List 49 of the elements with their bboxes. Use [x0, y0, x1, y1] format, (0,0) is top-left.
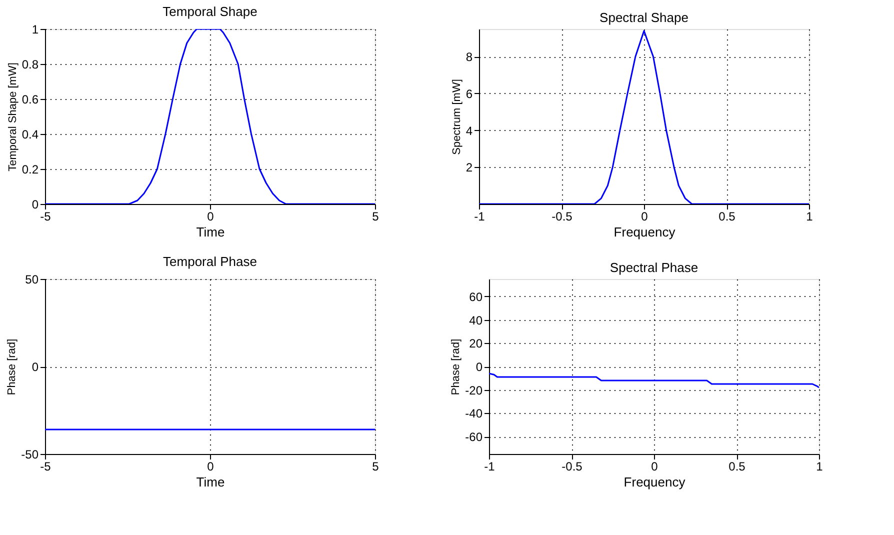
- x-tick-label: 0.5: [718, 210, 736, 224]
- y-tick-label: 0: [32, 198, 39, 212]
- x-axis-title: Frequency: [614, 224, 676, 240]
- chart-title: Spectral Phase: [610, 260, 698, 275]
- x-tick-label: -0.5: [562, 460, 583, 474]
- y-tick-label: 6: [466, 86, 473, 101]
- x-tick-label: -1: [484, 460, 496, 474]
- x-tick-label: 0.5: [728, 460, 746, 474]
- x-tick-label: 5: [372, 460, 380, 474]
- y-tick-label: 0.2: [22, 162, 39, 176]
- chart-title: Temporal Shape: [162, 4, 258, 19]
- chart-title: Spectral Shape: [600, 10, 688, 25]
- y-tick-label: 0.8: [22, 58, 39, 72]
- y-tick-label: -20: [465, 383, 483, 398]
- x-axis-title: Frequency: [624, 474, 686, 490]
- y-tick-label: -60: [465, 430, 483, 444]
- y-tick-label: 50: [25, 272, 39, 286]
- x-tick-label: 1: [816, 460, 824, 474]
- y-tick-label: 2: [466, 160, 473, 175]
- y-tick-label: 40: [469, 313, 483, 328]
- y-tick-label: 8: [466, 50, 473, 64]
- y-tick-label: 20: [469, 336, 483, 351]
- x-tick-label: -5: [40, 460, 52, 474]
- x-axis-title: Time: [196, 224, 225, 240]
- y-axis-title: Phase [rad]: [6, 338, 18, 396]
- x-axis-title: Time: [196, 474, 225, 490]
- y-tick-label: -40: [465, 406, 483, 421]
- line-series: [489, 372, 819, 388]
- x-tick-label: 0: [207, 210, 214, 224]
- y-tick-label: 1: [32, 22, 39, 36]
- chart-title: Temporal Phase: [163, 254, 257, 269]
- y-tick-label: 0.4: [22, 128, 39, 142]
- x-tick-label: 0: [207, 460, 214, 474]
- y-tick-label: 0: [32, 360, 39, 374]
- x-tick-label: 0: [641, 210, 648, 224]
- y-tick-label: 60: [469, 290, 483, 304]
- y-tick-label: 4: [466, 124, 473, 138]
- y-axis-title: Spectrum [mW]: [450, 79, 463, 155]
- x-tick-label: -5: [40, 210, 52, 224]
- y-axis-title: Temporal Shape [mW]: [6, 62, 19, 172]
- y-tick-label: 0: [476, 360, 483, 374]
- y-tick-label: 0.6: [22, 92, 39, 106]
- x-tick-label: 5: [372, 210, 380, 224]
- y-tick-label: -50: [21, 448, 39, 462]
- x-tick-label: 1: [806, 210, 814, 224]
- y-axis-title: Phase [rad]: [450, 338, 462, 396]
- x-tick-label: -0.5: [552, 210, 573, 224]
- x-tick-label: 0: [651, 460, 658, 474]
- x-tick-label: -1: [474, 210, 486, 224]
